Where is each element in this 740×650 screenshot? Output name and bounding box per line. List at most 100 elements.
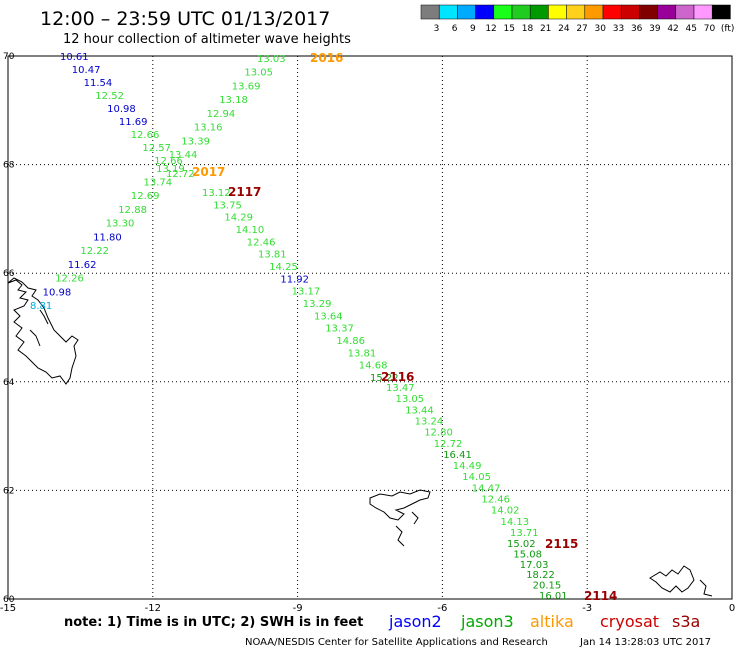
longitude-tick-label: -12 [145,603,161,614]
colorbar-legend: 3 6 9 12 15 18 21 24 27 30 33 36 39 42 45 70 (ft) [420,4,734,34]
colorbar-swatch [420,4,440,20]
wave-height-value: 16.01 [539,591,568,602]
longitude-tick-label: -3 [582,603,592,614]
wave-height-value: 13.44 [169,150,198,161]
pass-number-label: 2115 [545,537,578,551]
wave-height-value: 13.16 [194,123,223,134]
satellite-legend: jason2 jason3 altika cryosat s3a [388,612,700,631]
wave-height-value: 11.69 [119,117,148,128]
colorbar-swatch [693,4,713,20]
colorbar-label: 9 [470,24,476,34]
wave-height-value: 15.02 [507,539,536,550]
wave-height-value: 13.44 [405,405,434,416]
wave-height-value: 13.03 [257,54,286,65]
wave-height-value: 13.37 [325,324,354,335]
wave-height-value: 13.12 [202,188,231,199]
wave-height-value: 17.03 [520,560,549,571]
wave-height-value: 10.47 [72,65,101,76]
colorbar-label: 12 [485,24,496,34]
colorbar-label: 15 [504,24,515,34]
wave-height-value: 13.39 [181,136,210,147]
wave-height-labels: 13.03 13.05 13.69 13.18 12.94 13.16 13.39 13.44… [30,52,568,602]
wave-height-value: 14.68 [359,361,388,372]
wave-height-value: 15.08 [513,549,542,560]
colorbar-label: 27 [576,24,587,34]
colorbar-swatch [602,4,622,20]
wave-height-value: 12.88 [118,205,147,216]
colorbar-swatch [548,4,567,20]
colorbar-swatch [657,4,677,20]
wave-height-value: 13.19 [156,164,185,175]
colorbar-swatch [511,4,531,20]
pass-number-label: 2117 [228,185,261,199]
wave-height-value: 12.46 [481,495,510,506]
pass-number-label: 2016 [310,51,343,65]
wave-height-value: 12.52 [95,91,124,102]
colorbar-swatch [711,4,731,20]
colorbar-label: 39 [649,24,661,34]
wave-height-value: 12.72 [434,439,463,450]
wave-height-value: 20.15 [533,581,562,592]
latitude-tick-label: 68 [3,161,15,171]
page-title: 12:00 – 23:59 UTC 01/13/2017 [40,8,330,30]
latitude-tick-label: 62 [3,486,14,496]
wave-height-value: 11.92 [280,274,309,285]
wave-height-value: 14.49 [453,461,482,472]
wave-height-value: 13.81 [348,348,377,359]
longitude-tick-label: -15 [0,603,16,614]
colorbar-label: 42 [667,24,678,34]
wave-height-value: 14.02 [491,506,520,517]
faroe-islands-coastline [369,489,431,547]
satellite-name-jason3: jason3 [460,612,514,631]
wave-height-value: 11.62 [68,260,97,271]
wave-height-value: 12.46 [247,237,276,248]
wave-height-value: 13.64 [314,311,343,322]
axis-labels: 70 68 66 64 62 60-15 -12 -9 -6 -3 0 [0,52,735,614]
wave-height-value: 13.30 [106,219,135,230]
wave-height-value: 14.29 [224,213,253,224]
wave-height-value: 13.29 [303,299,332,310]
wave-height-value: 14.05 [462,472,491,483]
graticule [8,56,732,599]
colorbar-label: 70 [704,24,716,34]
wave-height-value: 12.57 [142,143,171,154]
pass-number-label: 2114 [584,589,617,603]
wave-height-value: 14.13 [501,517,530,528]
wave-height-value: 12.66 [154,156,183,167]
colorbar-label: 3 [434,24,440,34]
wave-height-value: 15.22 [370,373,399,384]
latitude-tick-label: 64 [3,378,15,388]
wave-height-value: 12.26 [55,274,84,285]
colorbar-swatch [566,4,586,20]
map-frame [7,55,733,600]
wave-height-value: 18.22 [526,570,555,581]
wave-height-value: 10.98 [43,287,72,298]
footnote: note: 1) Time is in UTC; 2) SWH is in fe… [64,615,363,630]
iceland-coastline [7,277,79,385]
colorbar-label: 36 [631,24,643,34]
wave-height-value: 10.61 [60,52,89,63]
wave-height-value: 12.94 [207,109,236,120]
wave-height-value: 16.41 [443,450,472,461]
wave-height-value: 13.47 [386,383,415,394]
wave-height-value: 14.47 [472,483,501,494]
wave-height-value: 11.54 [84,78,113,89]
wave-height-value: 12.22 [80,246,109,257]
satellite-name-jason2: jason2 [388,612,442,631]
wave-height-value: 12.72 [166,169,195,180]
wave-height-value: 13.71 [510,528,539,539]
satellite-name-cryosat: cryosat [600,612,659,631]
longitude-tick-label: -9 [293,603,303,614]
wave-height-value: 11.80 [93,232,122,243]
longitude-tick-label: -6 [437,603,447,614]
shetland-coastline [649,565,713,597]
colorbar-swatch [493,4,513,20]
colorbar-label: 18 [522,24,534,34]
wave-height-value: 12.69 [131,191,160,202]
wave-height-value: 14.86 [336,336,365,347]
colorbar-label: 21 [540,24,551,34]
wave-height-value: 13.69 [232,81,261,92]
